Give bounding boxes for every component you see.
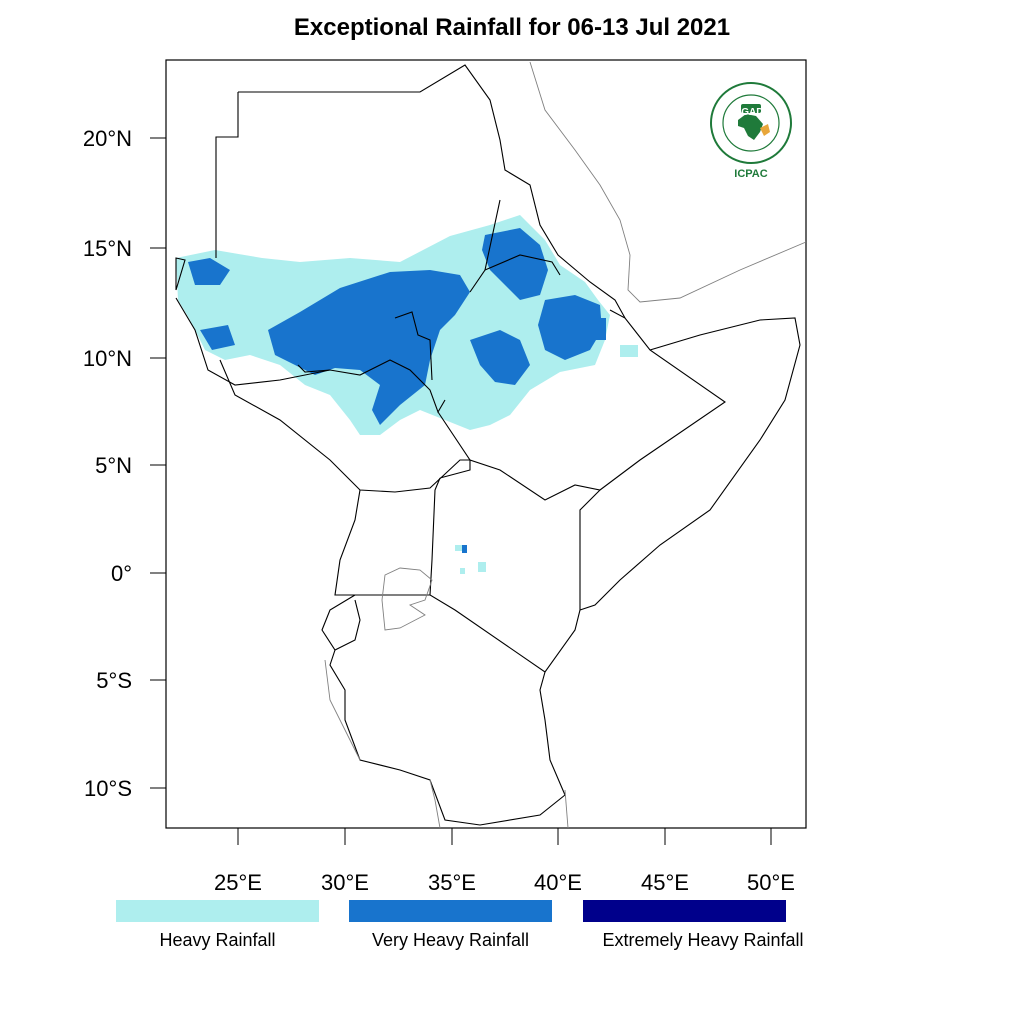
logo-icpac-text: ICPAC [734, 168, 768, 180]
logo-igad-text: IGAD [738, 107, 764, 118]
legend-swatch-heavy [116, 900, 319, 922]
lat-tick-label: 15°N [83, 236, 132, 261]
lat-tick-label: 20°N [83, 126, 132, 151]
lat-tick-label: 0° [111, 561, 132, 586]
lon-tick-label: 35°E [428, 870, 476, 895]
map-title: Exceptional Rainfall for 06-13 Jul 2021 [293, 14, 731, 41]
lat-tick-label: 5°N [95, 453, 132, 478]
map-frame [165, 59, 807, 829]
legend-swatch-extremely-heavy [583, 900, 786, 922]
lat-tick-label: 10°N [83, 346, 132, 371]
coastlines [324, 61, 807, 829]
legend-label-heavy: Heavy Rainfall [159, 930, 276, 950]
lon-tick-label: 40°E [534, 870, 582, 895]
legend-label-very-heavy: Very Heavy Rainfall [371, 930, 530, 950]
lon-tick-label: 30°E [321, 870, 369, 895]
lon-tick-label: 45°E [641, 870, 689, 895]
lat-tick-label: 10°S [84, 776, 132, 801]
country-borders [175, 64, 801, 826]
very-heavy-rainfall-areas [188, 228, 606, 553]
lon-tick-label: 25°E [214, 870, 262, 895]
lon-axis [237, 828, 772, 845]
lat-tick-label: 5°S [96, 668, 132, 693]
igad-icpac-logo: IGAD ICPAC [708, 80, 794, 184]
lat-axis [150, 137, 166, 789]
legend-swatch-very-heavy [349, 900, 552, 922]
lon-tick-label: 50°E [747, 870, 795, 895]
legend-label-extremely-heavy: Extremely Heavy Rainfall [602, 930, 804, 950]
igad-emblem-icon [710, 82, 792, 164]
